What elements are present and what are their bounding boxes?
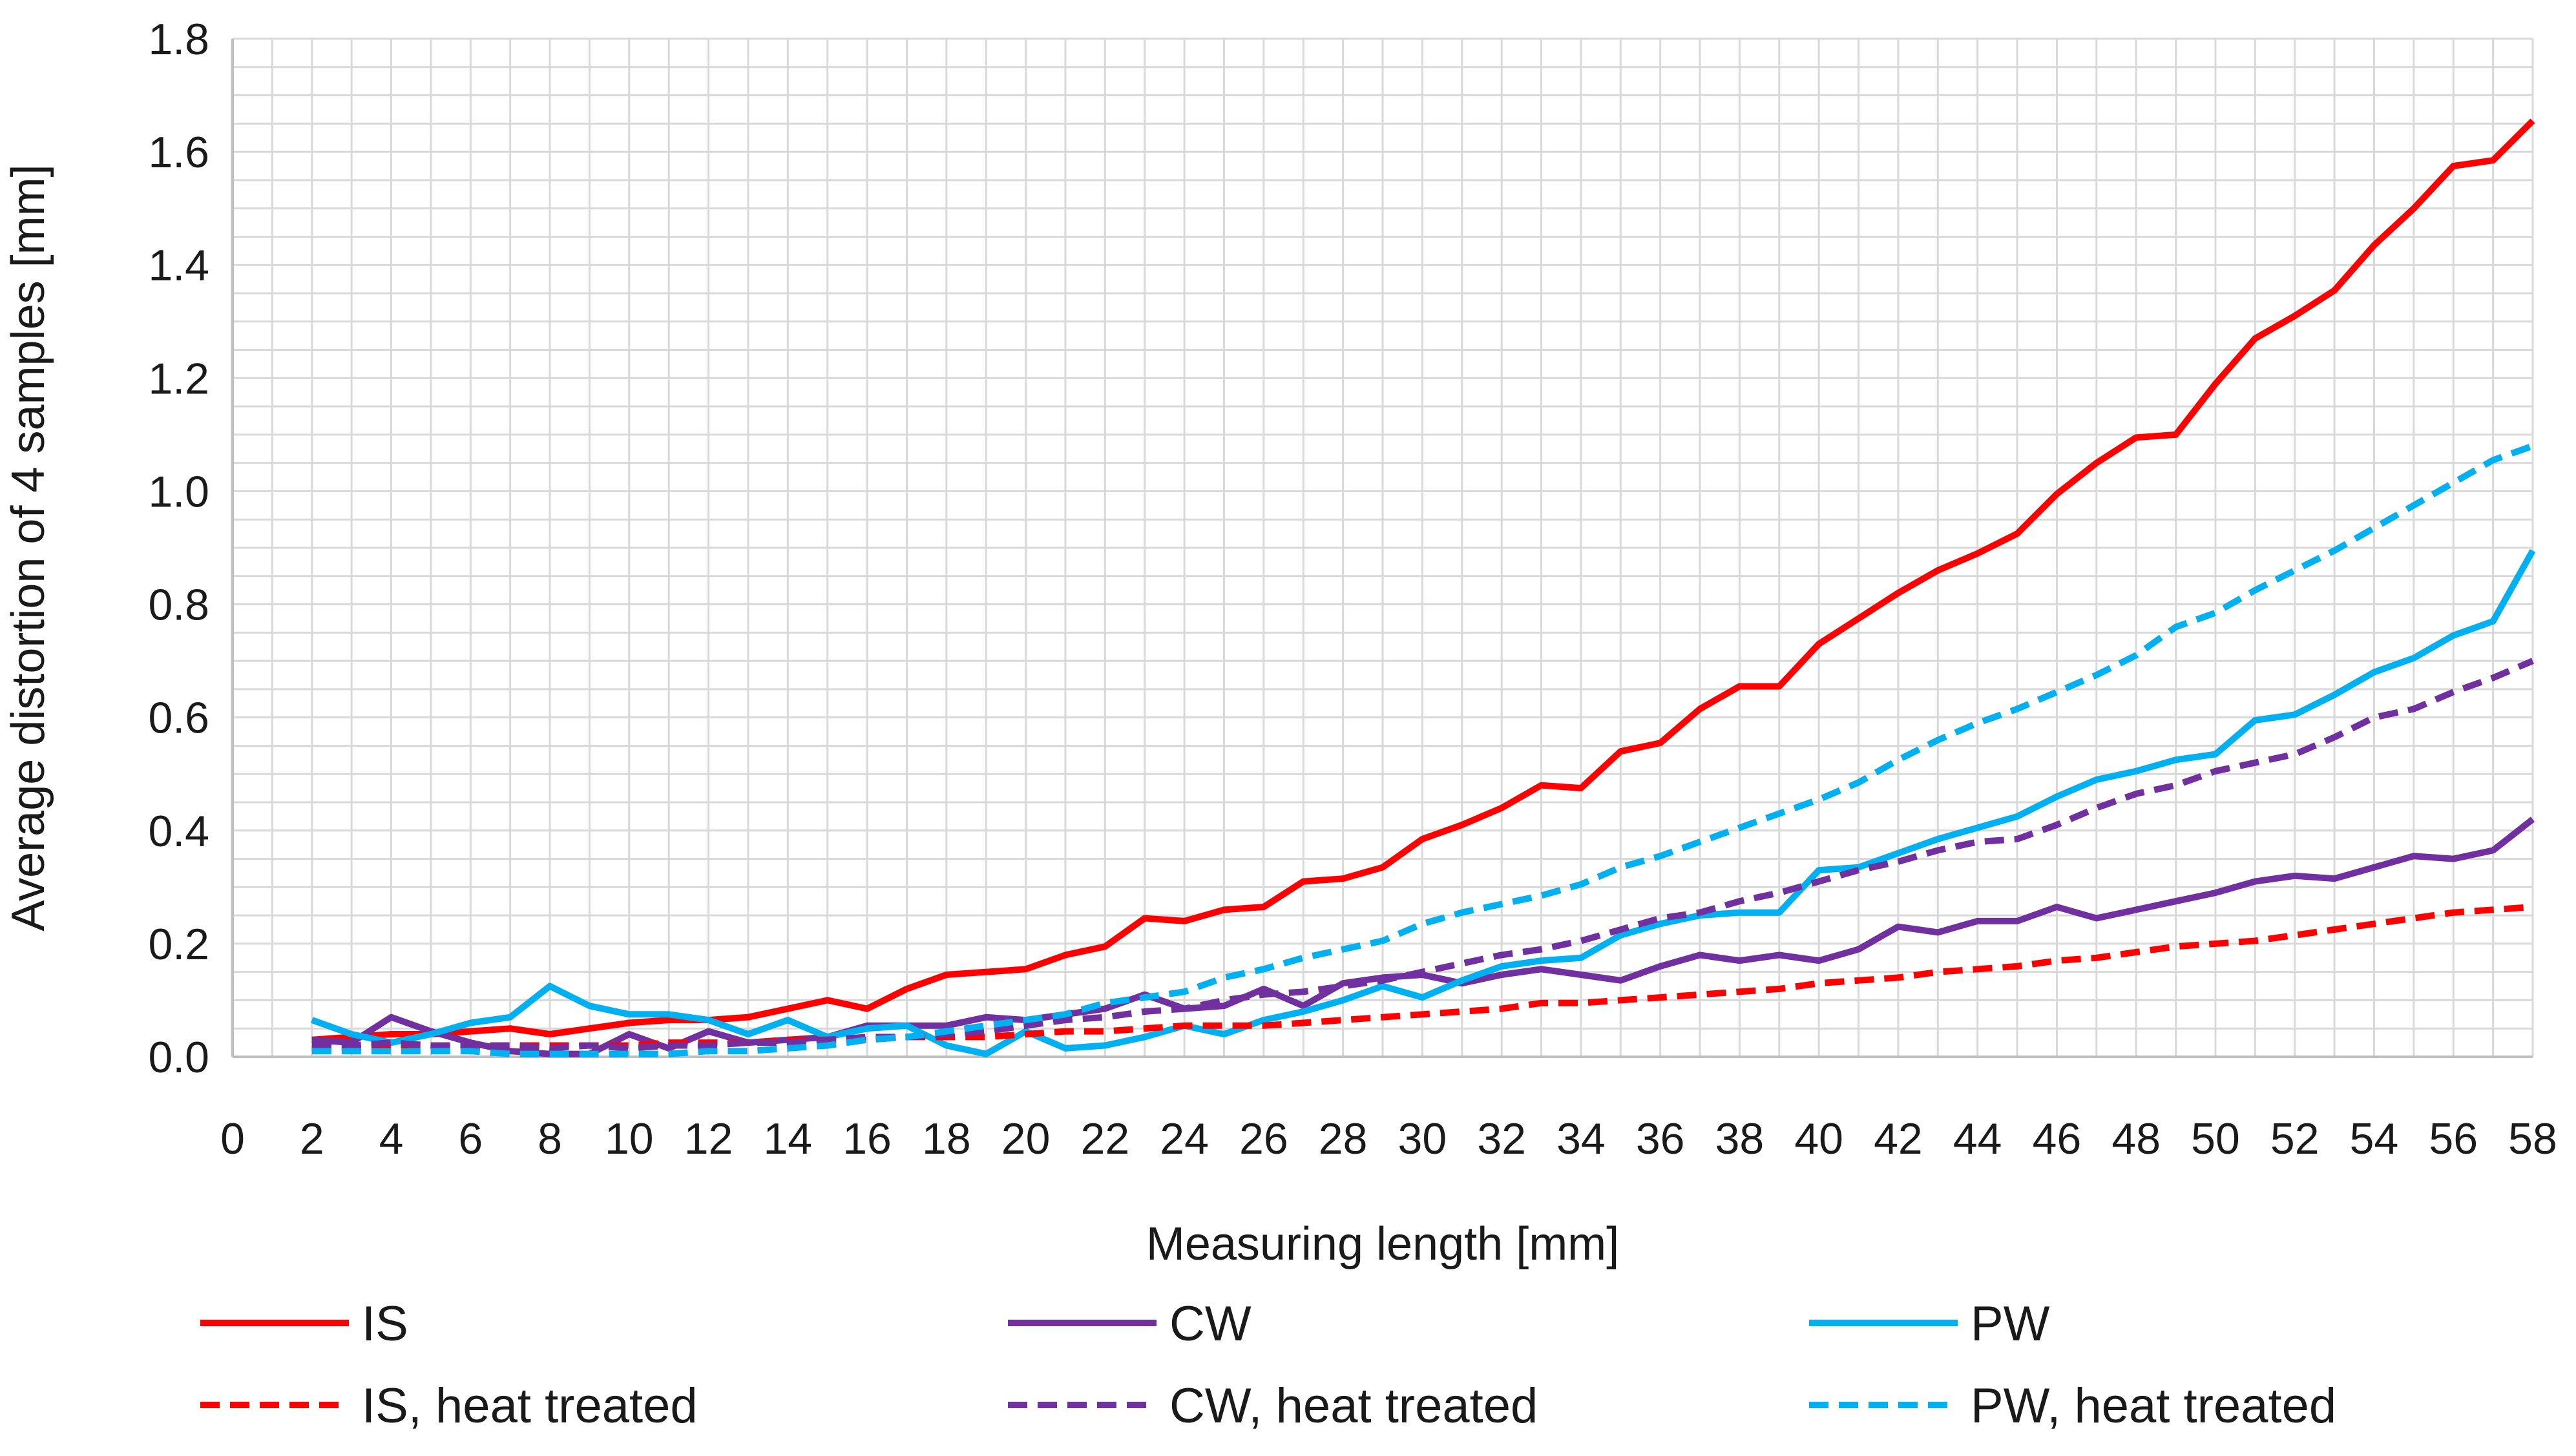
series-line-pw-heat-treated	[311, 442, 2534, 1057]
x-tick-label: 40	[1794, 1114, 1843, 1163]
x-tick-label: 44	[1953, 1114, 2002, 1163]
x-tick-label: 50	[2191, 1114, 2240, 1163]
x-tick-label: 48	[2111, 1114, 2161, 1163]
x-tick-label: 52	[2270, 1114, 2319, 1163]
series-lines	[311, 118, 2536, 1057]
tick-labels: 0 2 4 6 8 10 12 14 16 18 20 22 24 26 28 30 32 34 36 38 40 42 4…	[148, 15, 2557, 1163]
y-tick-label: 0.6	[148, 694, 209, 743]
y-tick-label: 1.6	[148, 128, 209, 177]
x-tick-label: 28	[1319, 1114, 1368, 1163]
y-tick-label: 1.2	[148, 354, 209, 403]
x-tick-label: 2	[300, 1114, 324, 1163]
legend-item: IS	[200, 1296, 408, 1351]
x-tick-label: 4	[379, 1114, 404, 1163]
legend-item: IS, heat treated	[200, 1378, 698, 1433]
x-tick-label: 10	[605, 1114, 654, 1163]
series-line-pw	[311, 548, 2536, 1057]
legend-label: CW, heat treated	[1169, 1378, 1538, 1433]
x-tick-label: 24	[1160, 1114, 1209, 1163]
x-tick-label: 34	[1556, 1114, 1606, 1163]
grid	[231, 37, 2534, 1058]
legend-item: CW, heat treated	[1008, 1378, 1538, 1433]
x-tick-label: 42	[1874, 1114, 1923, 1163]
x-tick-label: 0	[220, 1114, 245, 1163]
x-tick-label: 20	[1001, 1114, 1051, 1163]
legend: IS CW PW IS, heat treated CW, heat treated PW…	[200, 1296, 2336, 1433]
x-tick-label: 38	[1715, 1114, 1764, 1163]
legend-label: IS	[362, 1296, 408, 1351]
x-tick-label: 26	[1239, 1114, 1288, 1163]
x-tick-label: 58	[2508, 1114, 2557, 1163]
x-tick-label: 8	[538, 1114, 562, 1163]
y-tick-label: 1.8	[148, 15, 209, 64]
y-axis-title: Average distortion of 4 samples [mm]	[3, 164, 54, 931]
x-tick-label: 16	[843, 1114, 892, 1163]
x-tick-label: 56	[2429, 1114, 2478, 1163]
x-tick-label: 12	[684, 1114, 733, 1163]
y-tick-label: 0.8	[148, 581, 209, 630]
series-line-is	[311, 118, 2535, 1043]
x-axis-title: Measuring length [mm]	[1146, 1218, 1619, 1270]
legend-label: PW	[1971, 1296, 2050, 1351]
series-line-cw-heat-treated	[311, 658, 2534, 1052]
x-tick-label: 32	[1477, 1114, 1526, 1163]
y-tick-label: 0.2	[148, 920, 209, 969]
x-tick-label: 46	[2033, 1114, 2082, 1163]
y-tick-label: 1.0	[148, 467, 209, 516]
x-tick-label: 18	[922, 1114, 971, 1163]
x-tick-label: 14	[763, 1114, 812, 1163]
legend-label: PW, heat treated	[1971, 1378, 2336, 1433]
x-tick-label: 54	[2350, 1114, 2399, 1163]
legend-label: CW	[1169, 1296, 1251, 1351]
legend-item: PW	[1809, 1296, 2050, 1351]
x-tick-label: 22	[1081, 1114, 1130, 1163]
x-tick-label: 36	[1636, 1114, 1685, 1163]
legend-item: PW, heat treated	[1809, 1378, 2336, 1433]
y-tick-label: 0.0	[148, 1033, 209, 1082]
x-tick-label: 6	[458, 1114, 483, 1163]
y-tick-label: 1.4	[148, 241, 209, 290]
legend-label: IS, heat treated	[362, 1378, 698, 1433]
legend-item: CW	[1008, 1296, 1251, 1351]
y-tick-label: 0.4	[148, 807, 209, 856]
x-tick-label: 30	[1398, 1114, 1447, 1163]
